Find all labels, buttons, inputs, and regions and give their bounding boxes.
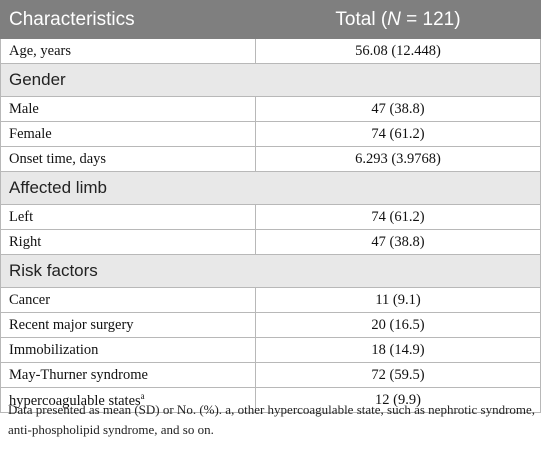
table-header-row: Characteristics Total (N = 121) (0, 0, 541, 39)
table-footnote: Data presented as mean (SD) or No. (%). … (8, 402, 536, 437)
row-label-immobilization: Immobilization (0, 337, 256, 363)
row-label-left: Left (0, 204, 256, 230)
table-row: Male 47 (38.8) (0, 96, 541, 122)
header-total: Total (N = 121) (255, 0, 541, 39)
table-row: May-Thurner syndrome 72 (59.5) (0, 362, 541, 388)
section-title-limb: Affected limb (0, 171, 541, 205)
characteristics-table: Characteristics Total (N = 121) Age, yea… (0, 0, 541, 413)
row-value-female: 74 (61.2) (255, 121, 541, 147)
row-label-right: Right (0, 229, 256, 255)
table-row: Right 47 (38.8) (0, 229, 541, 255)
table-row: Recent major surgery 20 (16.5) (0, 312, 541, 338)
row-label-surgery: Recent major surgery (0, 312, 256, 338)
row-value-surgery: 20 (16.5) (255, 312, 541, 338)
table-row: hypercoagulable statesa 12 (9.9) (0, 387, 541, 413)
hypercoagulable-text: hypercoagulable states (9, 392, 141, 409)
row-label-male: Male (0, 96, 256, 122)
section-title-gender: Gender (0, 63, 541, 97)
row-label-onset: Onset time, days (0, 146, 256, 172)
table-row: Female 74 (61.2) (0, 121, 541, 147)
footnote-marker: a (140, 390, 145, 401)
table-row: Onset time, days 6.293 (3.9768) (0, 146, 541, 172)
table-row: Age, years 56.08 (12.448) (0, 38, 541, 64)
row-value-right: 47 (38.8) (255, 229, 541, 255)
header-total-prefix: Total ( (335, 8, 388, 30)
row-value-may-thurner: 72 (59.5) (255, 362, 541, 388)
section-row-risk: Risk factors (0, 254, 541, 288)
header-characteristics: Characteristics (0, 0, 256, 39)
table-row: Cancer 11 (9.1) (0, 287, 541, 313)
section-title-risk: Risk factors (0, 254, 541, 288)
row-label-may-thurner: May-Thurner syndrome (0, 362, 256, 388)
row-label-female: Female (0, 121, 256, 147)
row-value-left: 74 (61.2) (255, 204, 541, 230)
header-total-suffix: = 121) (400, 8, 461, 30)
row-value-cancer: 11 (9.1) (255, 287, 541, 313)
row-value-age: 56.08 (12.448) (255, 38, 541, 64)
table-row: Immobilization 18 (14.9) (0, 337, 541, 363)
row-value-hypercoagulable: 12 (9.9) (255, 387, 541, 413)
row-value-male: 47 (38.8) (255, 96, 541, 122)
row-label-hypercoagulable: hypercoagulable statesa (0, 387, 256, 413)
row-label-age: Age, years (0, 38, 256, 64)
row-label-cancer: Cancer (0, 287, 256, 313)
section-row-gender: Gender (0, 63, 541, 97)
row-value-immobilization: 18 (14.9) (255, 337, 541, 363)
row-value-onset: 6.293 (3.9768) (255, 146, 541, 172)
section-row-limb: Affected limb (0, 171, 541, 205)
table-row: Left 74 (61.2) (0, 204, 541, 230)
header-total-n: N (387, 8, 401, 30)
